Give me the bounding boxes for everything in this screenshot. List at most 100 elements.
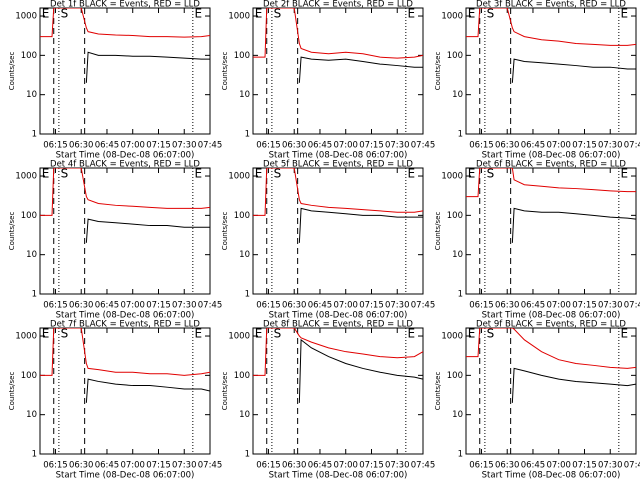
y-tick-label: 100 bbox=[21, 371, 37, 381]
chart-title: Det 6f BLACK = Events, RED = LLD bbox=[476, 160, 626, 170]
annotation: E bbox=[621, 7, 629, 21]
series-line bbox=[40, 8, 210, 38]
panel: Det 7f BLACK = Events, RED = LLD Counts/s… bbox=[8, 320, 222, 480]
y-tick-label: 1 bbox=[458, 130, 463, 140]
series-line bbox=[40, 328, 210, 376]
x-tick-label: 07:15 bbox=[359, 301, 384, 311]
annotation: S bbox=[487, 167, 495, 181]
y-tick-label: 1000 bbox=[15, 12, 37, 22]
x-tick-label: 06:30 bbox=[282, 301, 307, 311]
chart-title: Det 1f BLACK = Events, RED = LLD bbox=[50, 0, 200, 10]
series-line bbox=[298, 207, 423, 243]
x-tick-label: 06:15 bbox=[256, 301, 281, 311]
series-line bbox=[253, 328, 423, 376]
y-tick-label: 1 bbox=[245, 450, 250, 460]
x-tick-label: 07:15 bbox=[572, 141, 597, 151]
x-tick-label: 07:00 bbox=[333, 301, 358, 311]
annotation: E bbox=[195, 167, 203, 181]
x-tick-label: 07:00 bbox=[546, 141, 571, 151]
x-tick-label: 07:30 bbox=[598, 141, 623, 151]
series-line bbox=[466, 328, 636, 369]
panel: Det 9f BLACK = Events, RED = LLD Counts/s… bbox=[434, 320, 640, 480]
y-tick-label: 100 bbox=[234, 371, 250, 381]
x-tick-label: 06:15 bbox=[43, 141, 68, 151]
annotation: S bbox=[487, 7, 495, 21]
plot-frame bbox=[39, 7, 211, 135]
y-tick-label: 100 bbox=[234, 211, 250, 221]
x-tick-label: 06:45 bbox=[95, 141, 120, 151]
x-tick-label: 07:45 bbox=[624, 141, 640, 151]
annotation: E bbox=[42, 327, 50, 341]
x-tick-label: 07:30 bbox=[172, 301, 197, 311]
x-axis-label: Start Time (08-Dec-08 06:07:00) bbox=[269, 471, 408, 480]
series-line bbox=[511, 207, 636, 243]
series-line bbox=[466, 168, 636, 198]
annotation: E bbox=[408, 167, 416, 181]
y-axis-label: Counts/sec bbox=[8, 52, 16, 91]
x-tick-label: 07:30 bbox=[598, 301, 623, 311]
x-tick-label: 06:15 bbox=[256, 141, 281, 151]
x-tick-label: 07:30 bbox=[598, 461, 623, 471]
x-tick-label: 07:15 bbox=[359, 141, 384, 151]
x-tick-label: 07:15 bbox=[146, 141, 171, 151]
y-tick-label: 100 bbox=[21, 51, 37, 61]
x-tick-label: 07:45 bbox=[411, 461, 436, 471]
x-tick-label: 06:15 bbox=[469, 141, 494, 151]
x-tick-label: 07:30 bbox=[385, 301, 410, 311]
y-axis-label: Counts/sec bbox=[221, 52, 229, 91]
annotation: E bbox=[42, 7, 50, 21]
y-axis-label: Counts/sec bbox=[434, 52, 442, 91]
y-tick-label: 1000 bbox=[228, 12, 250, 22]
x-axis-label: Start Time (08-Dec-08 06:07:00) bbox=[269, 311, 408, 321]
annotation: S bbox=[61, 7, 69, 21]
annotation: E bbox=[255, 327, 263, 341]
x-tick-label: 06:45 bbox=[95, 461, 120, 471]
x-axis-label: Start Time (08-Dec-08 06:07:00) bbox=[56, 471, 195, 480]
x-tick-label: 07:00 bbox=[333, 141, 358, 151]
y-tick-label: 10 bbox=[239, 90, 250, 100]
panel: Det 3f BLACK = Events, RED = LLD Counts/s… bbox=[434, 0, 640, 161]
y-tick-label: 1000 bbox=[15, 332, 37, 342]
y-axis-label: Counts/sec bbox=[8, 212, 16, 251]
y-tick-label: 100 bbox=[447, 211, 463, 221]
x-tick-label: 06:15 bbox=[469, 301, 494, 311]
y-tick-label: 1000 bbox=[441, 332, 463, 342]
annotation: E bbox=[408, 327, 416, 341]
annotation: E bbox=[621, 327, 629, 341]
x-tick-label: 07:45 bbox=[198, 461, 223, 471]
x-tick-label: 06:30 bbox=[282, 141, 307, 151]
annotation: E bbox=[468, 327, 476, 341]
y-axis-label: Counts/sec bbox=[434, 372, 442, 411]
y-tick-label: 10 bbox=[452, 410, 463, 420]
x-tick-label: 07:30 bbox=[172, 461, 197, 471]
series-line bbox=[253, 168, 423, 216]
series-line bbox=[511, 367, 636, 403]
x-tick-label: 06:30 bbox=[69, 461, 94, 471]
chart-title: Det 4f BLACK = Events, RED = LLD bbox=[50, 160, 200, 170]
x-tick-label: 07:45 bbox=[624, 301, 640, 311]
series-line bbox=[511, 58, 636, 83]
x-tick-label: 07:45 bbox=[411, 301, 436, 311]
x-tick-label: 06:30 bbox=[495, 301, 519, 311]
x-tick-label: 07:45 bbox=[198, 301, 223, 311]
x-tick-label: 06:45 bbox=[308, 461, 333, 471]
x-axis-label: Start Time (08-Dec-08 06:07:00) bbox=[56, 311, 195, 321]
y-tick-label: 1000 bbox=[441, 172, 463, 182]
x-axis-label: Start Time (08-Dec-08 06:07:00) bbox=[269, 151, 408, 161]
y-tick-label: 10 bbox=[26, 410, 37, 420]
annotation: E bbox=[408, 7, 416, 21]
y-tick-label: 10 bbox=[239, 410, 250, 420]
plot-frame bbox=[252, 167, 424, 295]
panel: Det 4f BLACK = Events, RED = LLD Counts/s… bbox=[8, 160, 222, 321]
x-tick-label: 06:45 bbox=[521, 301, 546, 311]
plot-frame bbox=[252, 7, 424, 135]
y-tick-label: 1 bbox=[245, 130, 250, 140]
plot-frame bbox=[39, 167, 211, 295]
annotation: E bbox=[195, 327, 203, 341]
chart-title: Det 2f BLACK = Events, RED = LLD bbox=[263, 0, 413, 10]
y-tick-label: 10 bbox=[26, 90, 37, 100]
x-axis-label: Start Time (08-Dec-08 06:07:00) bbox=[482, 151, 621, 161]
plot-frame bbox=[252, 327, 424, 455]
annotation: E bbox=[621, 167, 629, 181]
